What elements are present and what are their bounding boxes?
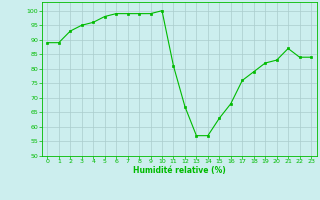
X-axis label: Humidité relative (%): Humidité relative (%): [133, 166, 226, 175]
